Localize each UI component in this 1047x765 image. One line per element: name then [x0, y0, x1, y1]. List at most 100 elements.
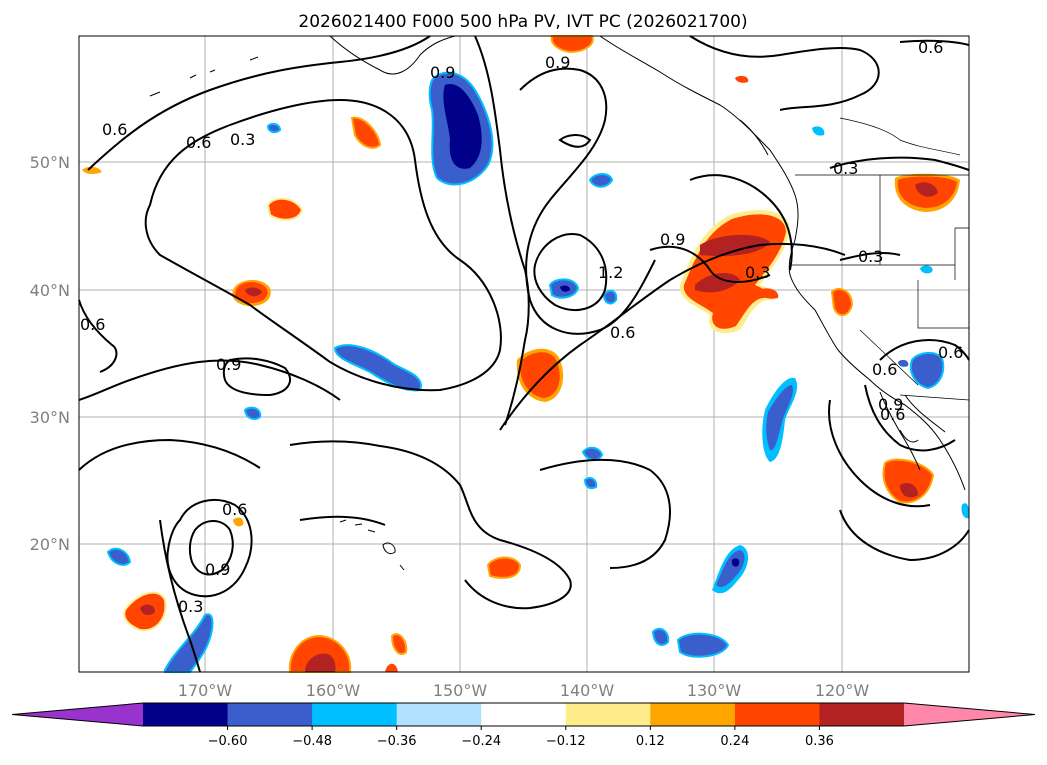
contour-label: 0.6 — [872, 360, 897, 379]
lon-label-120w: 120°W — [815, 681, 870, 700]
lat-label-30n: 30°N — [30, 408, 70, 427]
contour-0-9-mexico — [864, 384, 956, 452]
colorbar-tick-label: 0.24 — [720, 734, 749, 749]
anomaly-pos-small-4 — [735, 75, 749, 83]
contour-hawaii — [299, 515, 386, 526]
contour-label: 0.6 — [102, 120, 127, 139]
colorbar-tick-label: 0.12 — [636, 734, 665, 749]
anomaly-neg-116w-32n — [909, 352, 945, 390]
contour-label: 0.9 — [216, 355, 241, 374]
colorbar-extend-low — [12, 703, 143, 726]
contour-0-3-sw — [159, 519, 201, 673]
contour-label: 0.6 — [918, 38, 943, 57]
colorbar-tick-label: 0.36 — [805, 734, 834, 749]
colorbar-segment — [565, 703, 651, 726]
colorbar-outline — [11, 702, 1036, 727]
colorbar-tick-label: −0.12 — [546, 734, 586, 749]
anomaly-pos-small-5 — [760, 288, 779, 299]
contour-0-3-canada — [829, 156, 970, 171]
contour-0-6-east-arc — [499, 242, 846, 431]
anomaly-neg-139w-48n — [588, 173, 614, 188]
border-state-3 — [954, 227, 969, 280]
contour-0-3-southwest — [78, 438, 261, 471]
lat-label-40n: 40°N — [30, 281, 70, 300]
contour-label: 0.3 — [745, 263, 770, 282]
colorbar-segment — [734, 703, 820, 726]
contour-0-6-southwest-us — [879, 339, 970, 361]
anomaly-neg-small-f — [106, 547, 132, 566]
contour-0-9-sw-loop — [188, 520, 234, 576]
coastlines — [149, 35, 966, 571]
contour-label: 0.9 — [205, 560, 230, 579]
anomaly-neg-small-c — [266, 122, 282, 134]
lat-label-20n: 20°N — [30, 535, 70, 554]
longitude-labels: 170°W 160°W 150°W 140°W 130°W 120°W — [178, 681, 870, 700]
anomaly-neg-small-h — [812, 126, 825, 136]
colorbar-extend-high — [904, 703, 1035, 726]
colorbar-segment — [481, 703, 567, 726]
political-borders — [790, 117, 970, 401]
anomaly-neg-125w-30n — [766, 385, 793, 451]
anomaly-pos-baja — [882, 458, 935, 504]
anomaly-neg-small-b — [243, 406, 262, 420]
anomaly-pos-157w-53n — [350, 116, 382, 149]
anomaly-neg-128w-18n-core — [731, 558, 740, 567]
border-state-4 — [917, 280, 969, 329]
contour-0-9-west — [222, 357, 291, 397]
contour-0-6-south-east — [539, 458, 671, 569]
contour-0-6-alaska — [689, 35, 880, 111]
colorbar-tick-label: −0.36 — [377, 734, 417, 749]
anomaly-pos-small-1 — [390, 633, 408, 655]
anomaly-pos-145w-18n — [486, 556, 522, 579]
contour-0-6-mexico — [828, 399, 931, 508]
contour-label: 0.6 — [80, 315, 105, 334]
latitude-labels: 50°N 40°N 30°N 20°N — [30, 153, 70, 554]
anomaly-neg-150w-core — [443, 84, 482, 169]
anomaly-neg-small-g — [651, 627, 670, 646]
anomaly-pos-small-2 — [385, 663, 398, 672]
anomaly-pos-small-6 — [233, 517, 244, 527]
contour-label: 0.6 — [880, 405, 905, 424]
coast-north-america — [599, 35, 966, 491]
coast-baja-tip — [899, 429, 919, 443]
anomaly-neg-138w-39n — [602, 289, 618, 305]
colorbar-segment — [227, 703, 313, 726]
colorbar-segment — [819, 703, 905, 726]
anomaly-pos-ne-pacific-core — [695, 234, 770, 293]
coast-bc-islands — [739, 119, 769, 156]
colorbar-segment — [650, 703, 736, 726]
contour-labels: 0.6 0.3 0.6 0.9 0.6 0.9 1.2 0.6 0.9 0.3 … — [80, 38, 963, 616]
coast-gulf-california — [904, 394, 946, 433]
positive-anomalies — [82, 35, 960, 673]
contour-0-6-mid — [78, 359, 341, 401]
coast-baja-west — [879, 391, 921, 471]
contour-label: 0.9 — [878, 395, 903, 414]
contour-label: 0.6 — [222, 500, 247, 519]
coast-alaska-south — [329, 35, 456, 75]
colorbar-segment — [312, 703, 398, 726]
contour-0-6-ne — [899, 39, 970, 46]
negative-anomalies — [106, 71, 970, 673]
contour-label: 0.9 — [660, 230, 685, 249]
anomaly-pos-baja-core — [900, 483, 918, 498]
anomaly-pos-california — [830, 287, 854, 317]
anomaly-neg-small-e — [583, 477, 598, 490]
lon-label-170w: 170°W — [178, 681, 233, 700]
lon-label-160w: 160°W — [306, 681, 361, 700]
lon-label-130w: 130°W — [687, 681, 742, 700]
colorbar-segment — [143, 703, 229, 726]
contour-label: 1.2 — [598, 263, 623, 282]
contour-0-6-central — [474, 35, 530, 426]
ivt-contours — [78, 35, 970, 673]
colorbar: −0.60 −0.48 −0.36 −0.24 −0.12 0.12 0.24 0.36 — [11, 702, 1036, 749]
border-us-mexico — [899, 394, 970, 401]
contour-0-3-west — [144, 98, 502, 392]
map-panel: 0.6 0.3 0.6 0.9 0.6 0.9 1.2 0.6 0.9 0.3 … — [78, 35, 970, 673]
colorbar-segment — [396, 703, 482, 726]
contour-label: 0.9 — [430, 63, 455, 82]
anomaly-neg-small-a — [898, 359, 909, 367]
contour-0-3-east — [649, 245, 771, 283]
anomaly-neg-small-j — [961, 503, 970, 519]
contour-0-3-us — [839, 251, 901, 261]
